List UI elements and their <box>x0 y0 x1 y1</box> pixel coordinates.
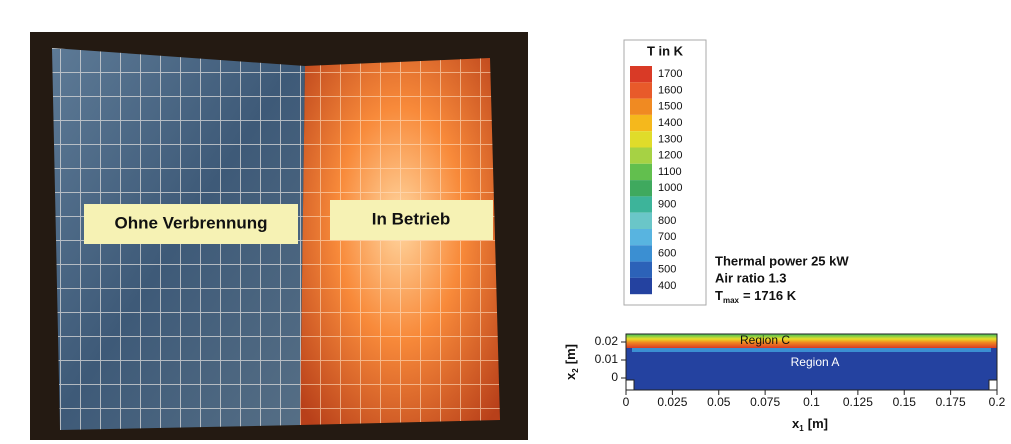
legend-label: 1200 <box>658 150 682 162</box>
contour-plot: Region C Region A <box>626 333 997 390</box>
x-tick-label: 0 <box>623 395 630 409</box>
subscript: 2 <box>571 368 580 373</box>
region-label: Region C <box>740 333 790 347</box>
y-tick-label: 0 <box>611 370 618 384</box>
legend-swatch <box>630 262 652 278</box>
legend-label: 600 <box>658 247 676 259</box>
subscript: max <box>723 296 740 305</box>
legend-title: T in K <box>647 43 684 58</box>
annotation: Tmax= 1716 K <box>715 288 797 305</box>
transition <box>632 348 991 352</box>
x-tick-label: 0.075 <box>750 395 780 409</box>
annotation: Air ratio 1.3 <box>715 270 787 285</box>
photo-label: Ohne Verbrennung <box>114 213 267 232</box>
legend-label: 800 <box>658 215 676 227</box>
x-axis-label: x1[m] <box>792 416 828 433</box>
legend-swatch <box>630 115 652 131</box>
x-tick-label: 0.15 <box>893 395 917 409</box>
region-c <box>626 334 997 348</box>
legend-label: 1400 <box>658 117 682 129</box>
x-tick-label: 0.05 <box>707 395 731 409</box>
legend-swatch <box>630 82 652 98</box>
legend-swatch <box>630 66 652 82</box>
legend-label: 1000 <box>658 182 682 194</box>
photo-label: In Betrieb <box>372 209 450 228</box>
legend-swatch <box>630 278 652 294</box>
legend-swatch <box>630 180 652 196</box>
annotation-rest: = 1716 K <box>743 288 797 303</box>
legend-swatch <box>630 148 652 164</box>
unit: [m] <box>563 344 578 364</box>
x-tick-label: 0.175 <box>936 395 966 409</box>
photo: Ohne Verbrennung In Betrieb <box>30 32 528 440</box>
legend-swatch <box>630 245 652 261</box>
figure: Ohne Verbrennung In Betrieb T in K 17001… <box>0 0 1011 444</box>
x-tick-label: 0.125 <box>843 395 873 409</box>
x-tick-label: 0.025 <box>657 395 687 409</box>
region-label: Region A <box>791 355 840 369</box>
y-tick-label: 0.02 <box>595 334 619 348</box>
legend-label: 1500 <box>658 101 682 113</box>
x-tick-label: 0.1 <box>803 395 820 409</box>
legend-label: 1700 <box>658 68 682 80</box>
legend-label: 700 <box>658 231 676 243</box>
legend-label: 500 <box>658 264 676 276</box>
legend-swatch <box>630 164 652 180</box>
legend-swatch <box>630 213 652 229</box>
mesh <box>300 58 500 425</box>
y-tick-label: 0.01 <box>595 352 619 366</box>
inlet <box>626 380 634 390</box>
symbol: T <box>715 288 723 303</box>
legend-swatch <box>630 131 652 147</box>
legend-label: 900 <box>658 198 676 210</box>
legend-swatch <box>630 229 652 245</box>
x-tick-label: 0.2 <box>989 395 1006 409</box>
legend-label: 400 <box>658 280 676 292</box>
outlet <box>989 380 997 390</box>
unit: [m] <box>808 416 828 431</box>
legend-swatch <box>630 99 652 115</box>
legend-label: 1300 <box>658 133 682 145</box>
legend-label: 1600 <box>658 84 682 96</box>
annotation: Thermal power 25 kW <box>715 253 849 268</box>
legend-label: 1100 <box>658 166 682 178</box>
subscript: 1 <box>799 424 804 433</box>
y-axis-label: x2[m] <box>563 344 580 380</box>
legend-swatch <box>630 196 652 212</box>
